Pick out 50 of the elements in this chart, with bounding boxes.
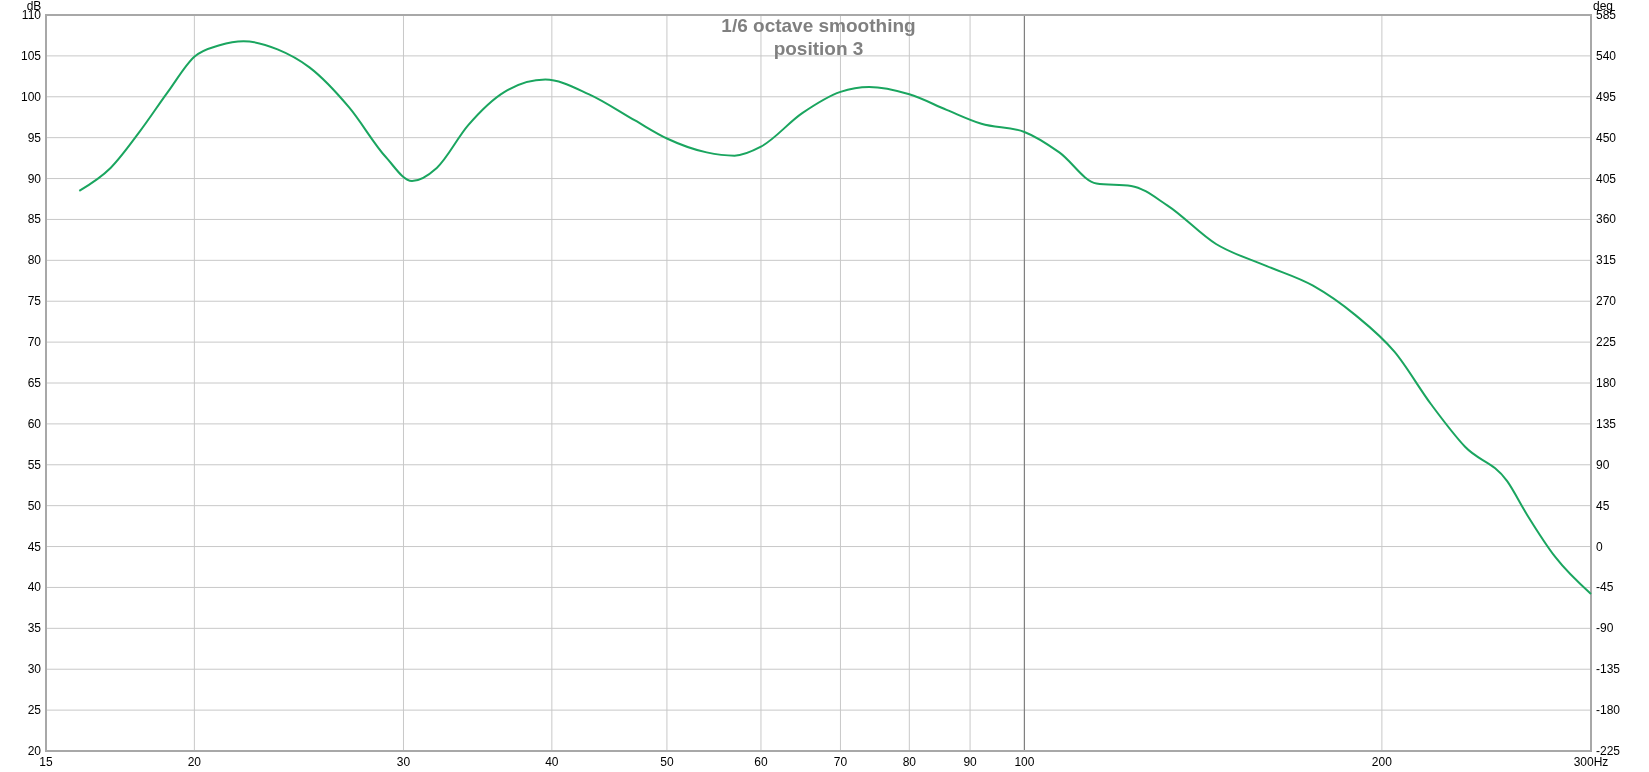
- y2-tick-label: 495: [1596, 89, 1617, 104]
- y2-tick-label: 270: [1596, 294, 1617, 309]
- x-tick-label: 100: [1014, 755, 1035, 769]
- y-tick-label: 105: [20, 48, 42, 63]
- x-tick-label: 70: [833, 755, 848, 769]
- y2-tick-label: -90: [1596, 621, 1614, 636]
- y-tick-label: 65: [27, 376, 42, 390]
- y-tick-label: 100: [20, 89, 42, 104]
- y-tick-label: 80: [27, 253, 42, 268]
- chart-title: 1/6 octave smoothing: [721, 15, 916, 36]
- y2-tick-label: 90: [1596, 457, 1610, 472]
- x-tick-label: 200: [1371, 755, 1393, 769]
- y2-tick-label: -45: [1596, 580, 1614, 595]
- y-tick-label: 85: [27, 212, 42, 227]
- y2-tick-label: 135: [1596, 416, 1617, 431]
- y2-tick-label: -180: [1596, 703, 1621, 718]
- y2-tick-label: -135: [1596, 662, 1621, 677]
- text: position 3: [773, 38, 864, 59]
- x-tick-label: 60: [754, 755, 768, 769]
- x-tick-label: 30: [396, 755, 411, 769]
- x-tick-label: 80: [902, 755, 917, 769]
- y-tick-label: 95: [27, 130, 42, 145]
- y2-tick-label: 360: [1596, 212, 1617, 227]
- y2-tick-label: 225: [1596, 335, 1617, 350]
- x-tick-label: 50: [660, 755, 674, 769]
- y2-tick-label: 180: [1596, 376, 1617, 390]
- y-tick-label: 35: [27, 621, 42, 636]
- y-tick-label: 40: [27, 580, 42, 595]
- y-tick-label: 60: [27, 416, 42, 431]
- y2-tick-label: 540: [1596, 48, 1617, 63]
- y-tick-label: 25: [27, 703, 42, 718]
- y2-tick-label: 45: [1596, 498, 1610, 513]
- y-tick-label: 90: [27, 171, 42, 186]
- y-tick-label: 75: [27, 294, 42, 309]
- x-tick-label: 40: [545, 755, 559, 769]
- y-tick-label: 55: [27, 457, 42, 472]
- x-tick-label: 20: [187, 755, 202, 769]
- y-tick-label: 30: [27, 662, 42, 677]
- y2-tick-label: 450: [1596, 130, 1617, 145]
- y2-tick-label: -225: [1596, 744, 1621, 758]
- y-tick-label: 20: [27, 744, 42, 758]
- y2-tick-label: 315: [1596, 253, 1617, 268]
- y2-tick-label: 0: [1596, 539, 1603, 554]
- y2-tick-label: 405: [1596, 171, 1617, 186]
- y-tick-label: 70: [27, 335, 42, 350]
- x-tick-label: 90: [963, 755, 978, 769]
- x-tick-label: 300Hz: [1573, 755, 1609, 769]
- y-tick-label: 50: [27, 498, 42, 513]
- y-tick-label: 45: [27, 539, 42, 554]
- x-tick-label: 15: [39, 755, 53, 769]
